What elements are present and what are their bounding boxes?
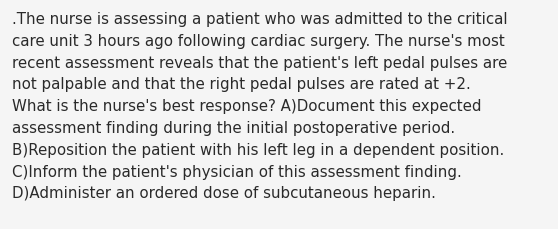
Text: B)Reposition the patient with his left leg in a dependent position.: B)Reposition the patient with his left l… [12, 142, 504, 157]
Text: .The nurse is assessing a patient who was admitted to the critical: .The nurse is assessing a patient who wa… [12, 12, 508, 27]
Text: assessment finding during the initial postoperative period.: assessment finding during the initial po… [12, 120, 455, 135]
Text: not palpable and that the right pedal pulses are rated at +2.: not palpable and that the right pedal pu… [12, 77, 471, 92]
Text: recent assessment reveals that the patient's left pedal pulses are: recent assessment reveals that the patie… [12, 55, 507, 70]
Text: care unit 3 hours ago following cardiac surgery. The nurse's most: care unit 3 hours ago following cardiac … [12, 34, 505, 49]
Text: What is the nurse's best response? A)Document this expected: What is the nurse's best response? A)Doc… [12, 99, 482, 114]
Text: C)Inform the patient's physician of this assessment finding.: C)Inform the patient's physician of this… [12, 164, 462, 179]
Text: D)Administer an ordered dose of subcutaneous heparin.: D)Administer an ordered dose of subcutan… [12, 185, 436, 201]
